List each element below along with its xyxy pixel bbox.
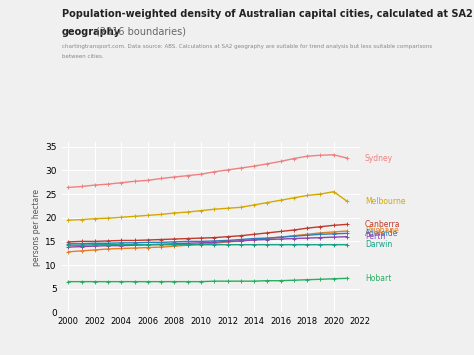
Text: Melbourne: Melbourne	[365, 197, 405, 206]
Y-axis label: persons per hectare: persons per hectare	[32, 189, 41, 266]
Text: Brisbane: Brisbane	[365, 226, 399, 235]
Text: Canberra: Canberra	[365, 220, 401, 229]
Text: (2016 boundaries): (2016 boundaries)	[96, 27, 186, 37]
Text: between cities.: between cities.	[62, 54, 103, 59]
Text: Sydney: Sydney	[365, 154, 393, 163]
Text: geography: geography	[62, 27, 121, 37]
Text: Darwin: Darwin	[365, 240, 392, 249]
Text: Hobart: Hobart	[365, 274, 392, 283]
Text: Population-weighted density of Australian capital cities, calculated at SA2: Population-weighted density of Australia…	[62, 9, 473, 19]
Text: chartingtransport.com. Data source: ABS. Calculations at SA2 geography are suita: chartingtransport.com. Data source: ABS.…	[62, 44, 432, 49]
Text: Perth: Perth	[365, 232, 385, 241]
Text: Adelaide: Adelaide	[365, 229, 398, 238]
